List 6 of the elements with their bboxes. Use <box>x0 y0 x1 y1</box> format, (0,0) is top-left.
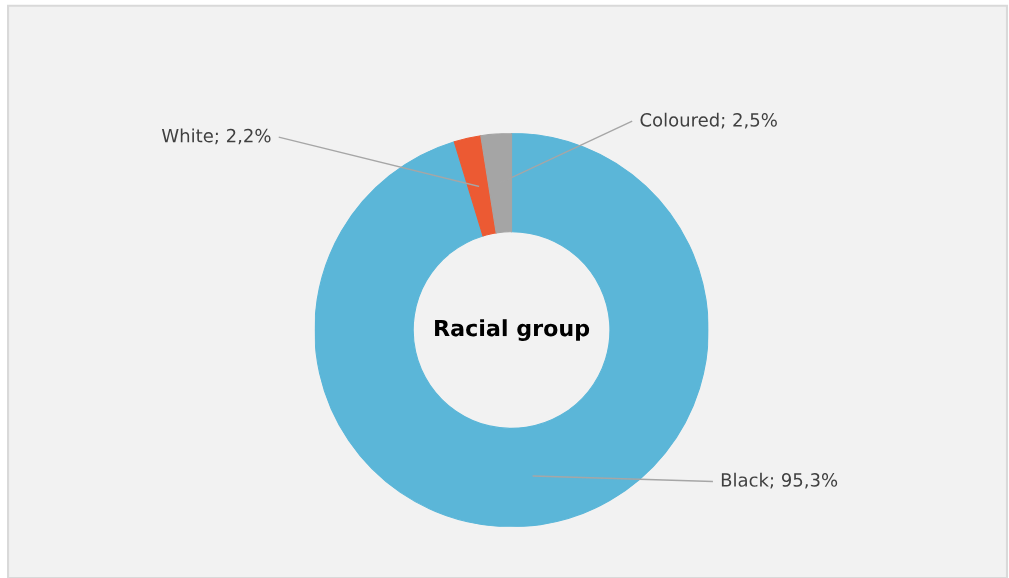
text: Racial group <box>435 319 590 341</box>
slice-label: White; 2,2% <box>161 128 271 145</box>
slice-label: Black; 95,3% <box>721 472 838 489</box>
donut-slice <box>453 135 497 237</box>
slice-label: Coloured; 2,5% <box>640 112 777 129</box>
donut-slice <box>314 133 709 527</box>
